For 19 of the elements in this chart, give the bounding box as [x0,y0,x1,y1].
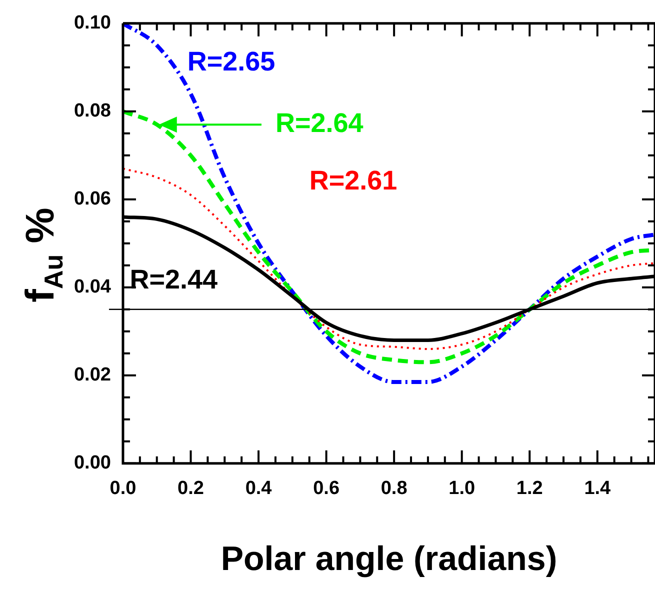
y-tick-label: 0.08 [74,100,111,122]
y-tick-label: 0.04 [74,276,112,298]
series-label: R=2.65 [187,46,276,76]
y-tick-label: 0.02 [74,364,111,386]
y-tick-label: 0.00 [74,452,111,474]
x-tick-label: 1.4 [584,478,612,500]
x-tick-label: 0.2 [178,478,204,500]
series-label: R=2.44 [130,264,218,294]
x-tick-label: 0.4 [245,478,272,500]
legend-label: R=2.64 [275,108,364,138]
text: R=2.61 [309,165,398,196]
x-axis-title: Polar angle (radians) [220,540,558,578]
x-tick-label: 0.8 [380,478,408,500]
x-tick-label: 0.6 [313,478,340,500]
x-tick-label: 1.2 [516,478,543,500]
y-tick-label: 0.06 [74,188,111,210]
x-tick-label: 0.0 [110,478,136,500]
x-tick-label: 1.0 [448,478,476,500]
y-tick-label: 0.10 [74,12,111,34]
